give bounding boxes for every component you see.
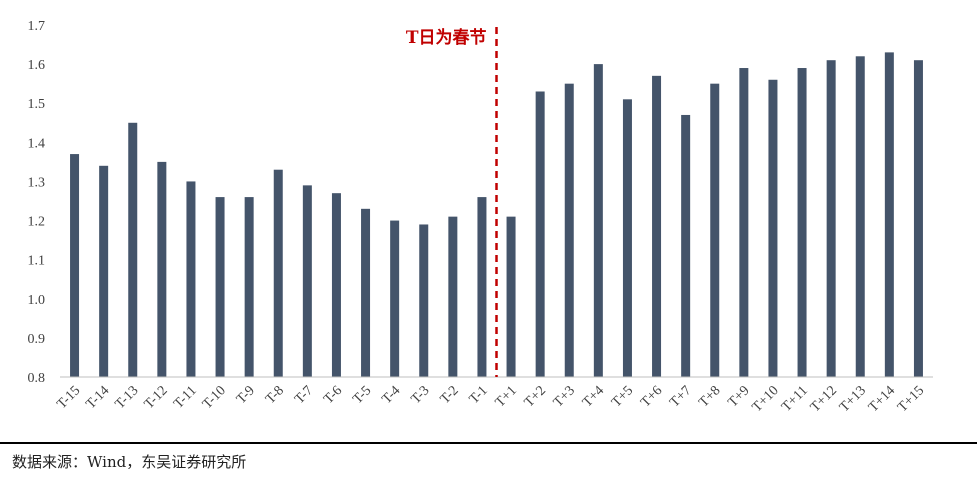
x-tick-label: T+1 (493, 383, 520, 410)
x-tick-label: T-9 (234, 383, 258, 407)
x-tick-label: T-10 (200, 383, 229, 412)
y-tick-label: 1.5 (28, 97, 46, 112)
x-tick-label: T-11 (171, 383, 200, 412)
bar-tminus1 (477, 197, 487, 377)
bar-tplus8 (710, 83, 720, 378)
bar-tplus2 (535, 91, 545, 378)
y-tick-label: 1.0 (28, 293, 46, 308)
bar-tminus6 (331, 193, 341, 377)
x-tick-label: T+9 (725, 383, 752, 410)
x-tick-label: T+13 (837, 383, 869, 415)
bar-tplus13 (855, 56, 865, 377)
bar-tminus2 (448, 216, 458, 377)
spring-festival-annotation: T日为春节 (406, 27, 487, 48)
x-tick-label: T-6 (321, 383, 345, 407)
x-tick-label: T-8 (263, 383, 287, 407)
x-tick-label: T-15 (54, 383, 83, 412)
bar-tminus12 (157, 161, 167, 377)
bar-chart: 0.80.91.01.11.21.31.41.51.61.7 T-15 T-14 T… (28, 19, 933, 415)
bar-tplus9 (739, 68, 749, 378)
x-tick-label: T+10 (750, 383, 782, 415)
bar-tminus8 (273, 169, 283, 377)
x-axis: T-15 T-14 T-13 T-12 T-11 T-10 T-9 T-8 T-7 T-6 T-5 T… (54, 383, 927, 415)
y-tick-label: 1.1 (28, 254, 46, 269)
x-tick-label: T-2 (438, 383, 462, 407)
x-tick-label: T-13 (113, 383, 142, 412)
x-tick-label: T+5 (609, 383, 636, 410)
x-tick-label: T+2 (522, 383, 549, 410)
x-tick-label: T+15 (895, 383, 927, 415)
y-tick-label: 1.6 (28, 58, 46, 73)
x-tick-label: T+12 (808, 383, 840, 415)
source-divider (0, 442, 977, 444)
x-tick-label: T-7 (292, 383, 316, 407)
bar-tplus6 (652, 75, 662, 377)
x-tick-label: T-3 (409, 383, 433, 407)
source-note: 数据来源：Wind，东吴证券研究所 (12, 453, 247, 471)
y-tick-label: 1.4 (28, 136, 46, 151)
bar-tminus11 (186, 181, 196, 377)
bar-tminus5 (361, 208, 371, 377)
bar-tminus4 (390, 220, 400, 377)
bars (70, 52, 923, 378)
x-tick-label: T+11 (779, 383, 811, 415)
x-tick-label: T+4 (580, 383, 607, 410)
bar-tminus9 (244, 197, 254, 377)
bar-tplus14 (884, 52, 894, 377)
x-tick-label: T+14 (866, 383, 898, 415)
bar-tplus1 (506, 216, 516, 377)
x-tick-label: T-12 (142, 383, 171, 412)
y-tick-label: 1.2 (28, 215, 46, 230)
bar-tminus14 (99, 165, 109, 377)
bar-tminus3 (419, 224, 429, 377)
x-tick-label: T-4 (379, 383, 403, 407)
bar-tminus13 (128, 122, 138, 377)
bar-tminus10 (215, 197, 225, 377)
bar-tplus4 (593, 64, 603, 378)
x-tick-label: T+3 (551, 383, 578, 410)
x-tick-label: T+8 (696, 383, 723, 410)
bar-tminus7 (302, 185, 312, 377)
bar-tplus10 (768, 79, 778, 377)
y-tick-label: 1.7 (28, 19, 46, 34)
x-tick-label: T-1 (467, 383, 491, 407)
bar-tplus15 (913, 60, 923, 377)
bar-tminus15 (70, 154, 80, 377)
bar-tplus5 (622, 99, 632, 377)
bar-tplus12 (826, 60, 836, 377)
x-tick-label: T-5 (350, 383, 374, 407)
x-tick-label: T+6 (638, 383, 665, 410)
bar-tplus11 (797, 68, 807, 378)
y-tick-label: 1.3 (28, 175, 46, 190)
y-axis: 0.8 0.9 1.0 1.1 1.2 1.3 1.4 1.5 1.6 1.7 (28, 19, 46, 386)
y-tick-label: 0.8 (28, 371, 46, 386)
x-tick-label: T+7 (667, 383, 694, 410)
bar-tplus3 (564, 83, 574, 378)
y-tick-label: 0.9 (28, 332, 46, 347)
x-tick-label: T-14 (84, 383, 113, 412)
bar-tplus7 (681, 114, 691, 378)
